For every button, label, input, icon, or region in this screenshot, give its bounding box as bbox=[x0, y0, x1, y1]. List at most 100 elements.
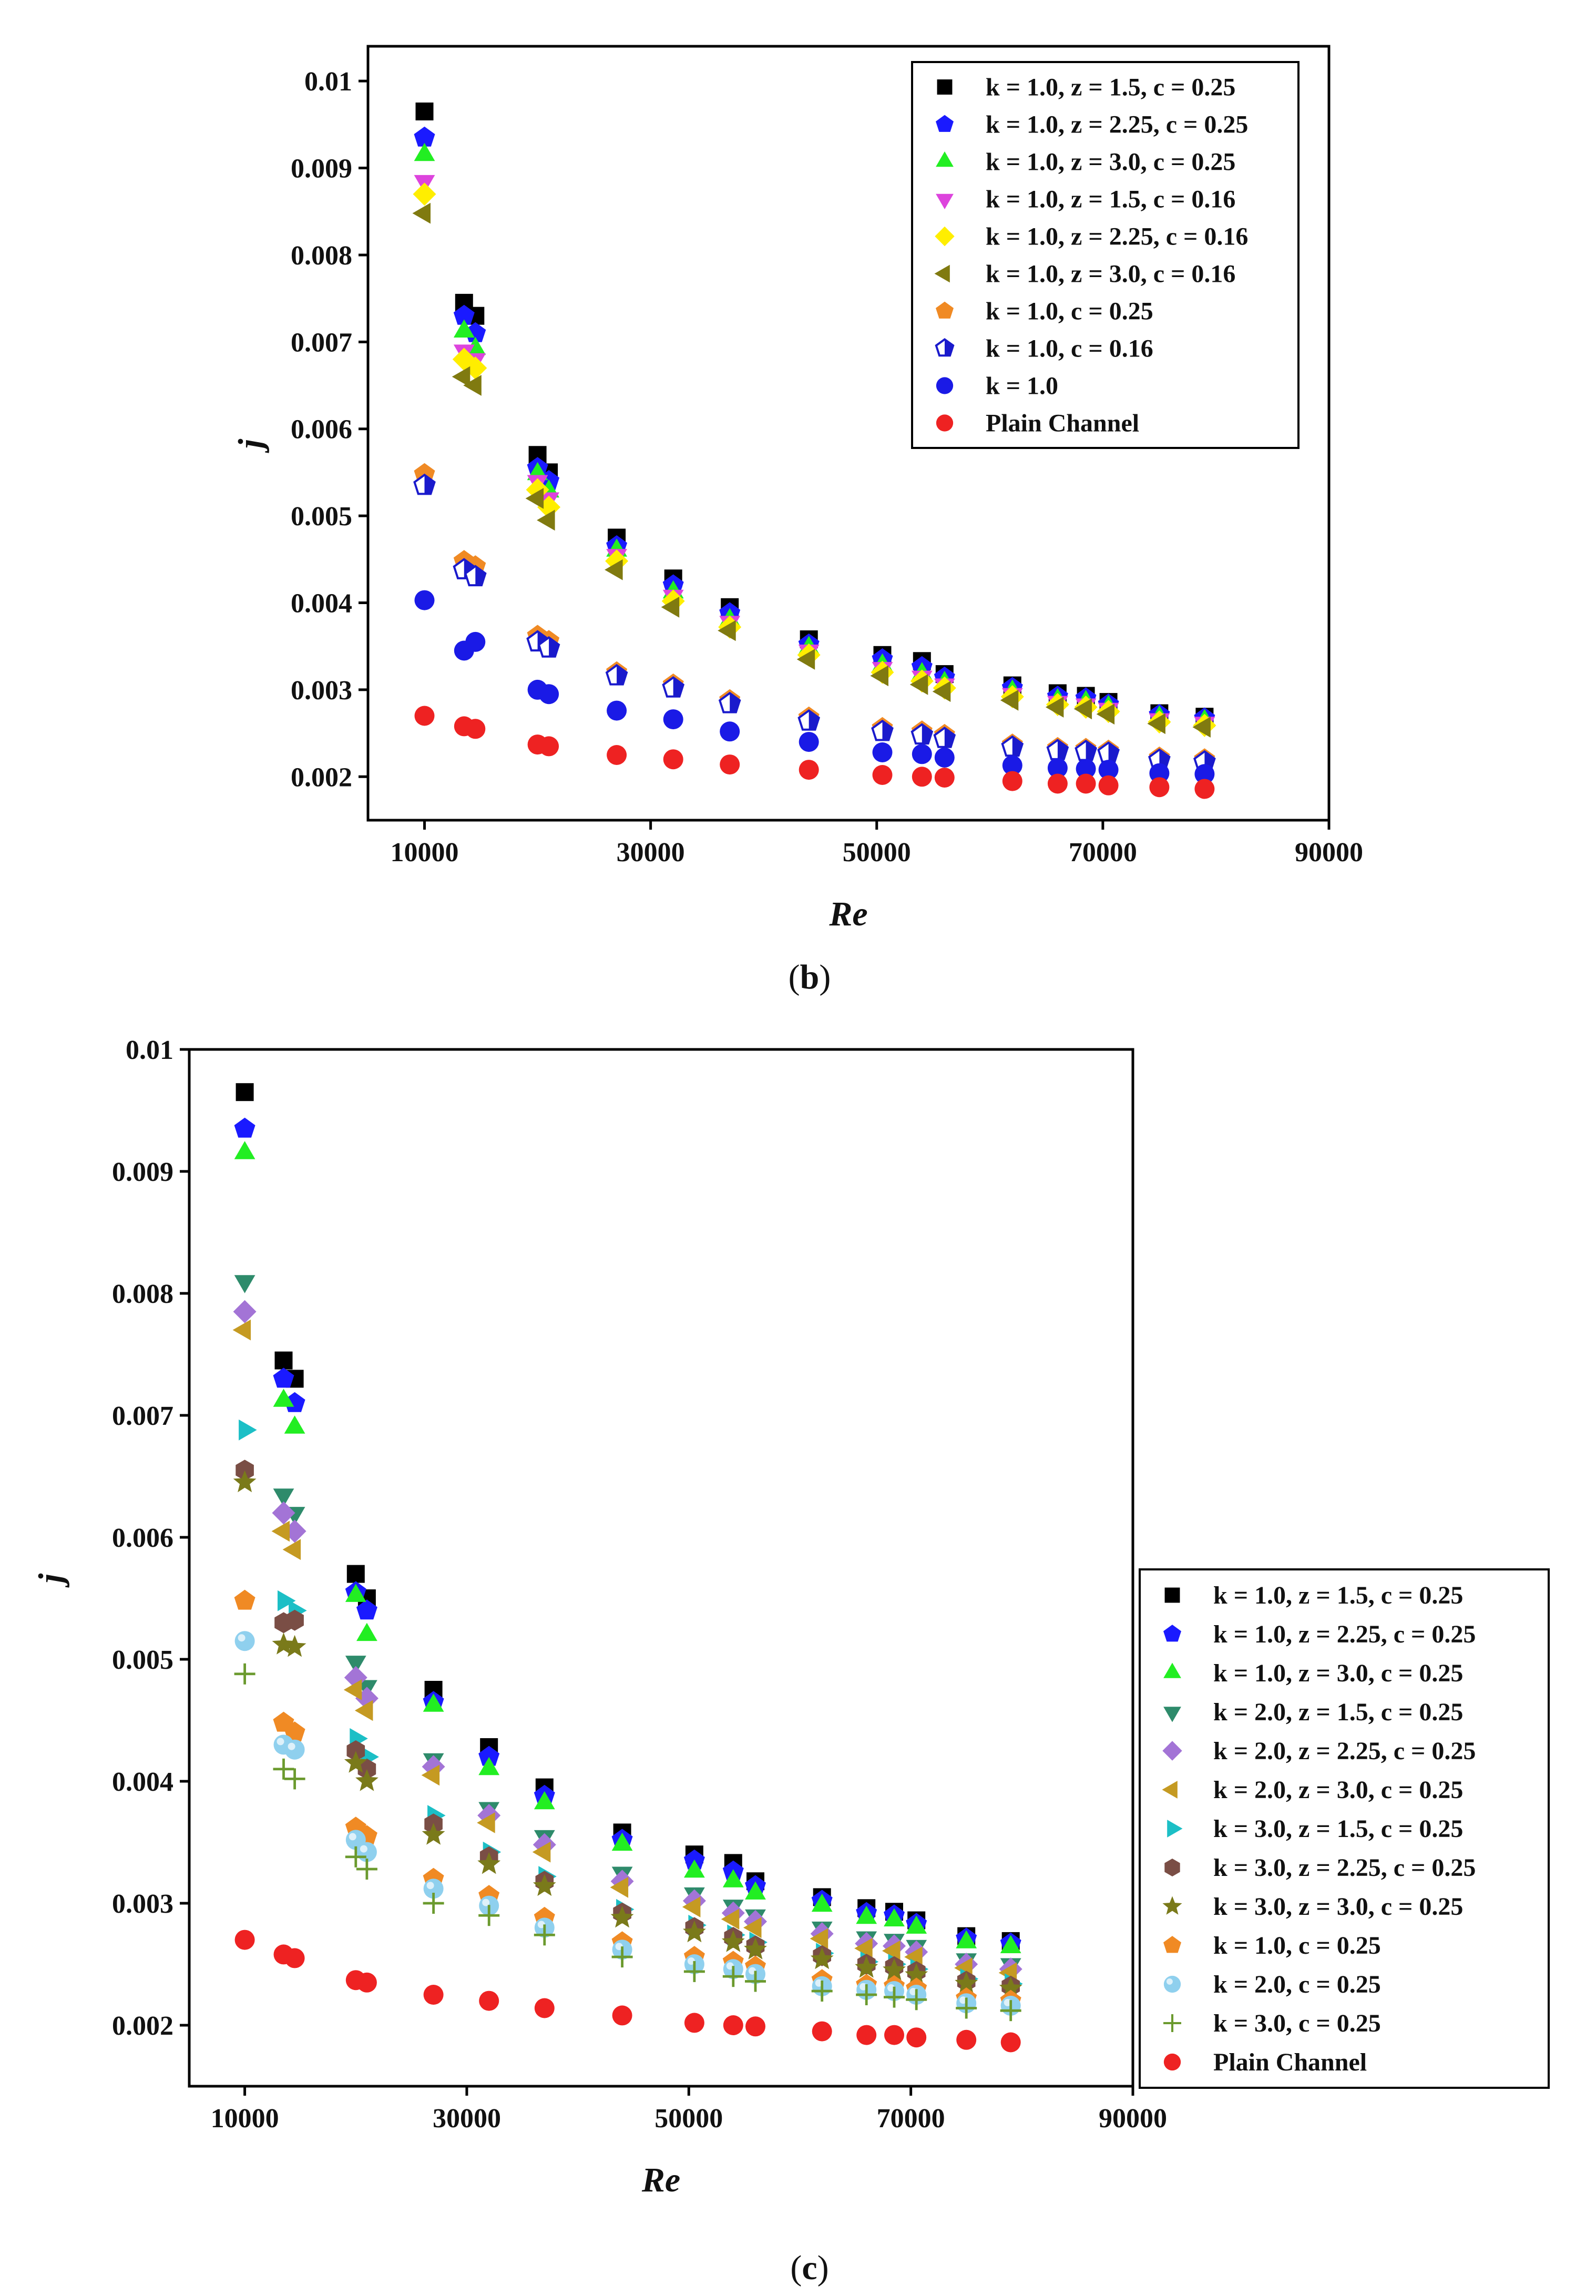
data-point bbox=[537, 509, 555, 531]
y-tick-label: 0.008 bbox=[112, 1279, 173, 1309]
data-point bbox=[872, 742, 893, 762]
data-point bbox=[463, 375, 482, 396]
data-point bbox=[870, 665, 888, 687]
data-point bbox=[1147, 713, 1165, 734]
data-point bbox=[1194, 779, 1215, 799]
data-point bbox=[912, 767, 932, 787]
caption-b: (b) bbox=[789, 958, 831, 996]
data-point bbox=[661, 596, 680, 618]
data-point bbox=[797, 709, 821, 731]
x-tick-label: 10000 bbox=[211, 2104, 279, 2134]
data-point bbox=[355, 1769, 378, 1791]
data-point bbox=[1076, 773, 1096, 794]
data-point bbox=[1000, 1935, 1021, 1953]
data-point bbox=[233, 1300, 257, 1323]
data-point bbox=[534, 1791, 555, 1810]
x-tick-label: 10000 bbox=[391, 838, 459, 868]
data-point bbox=[465, 631, 486, 652]
data-point bbox=[663, 749, 683, 770]
data-point bbox=[236, 1460, 254, 1481]
data-point bbox=[956, 2029, 977, 2050]
data-point bbox=[356, 1972, 377, 1993]
data-point bbox=[1096, 703, 1115, 725]
legend-label: k = 3.0, z = 2.25, c = 0.25 bbox=[1213, 1854, 1476, 1882]
data-point bbox=[663, 709, 683, 730]
data-point bbox=[412, 202, 431, 224]
data-point bbox=[1194, 764, 1215, 784]
data-point bbox=[607, 700, 627, 721]
data-point bbox=[272, 1501, 295, 1525]
data-point bbox=[1002, 755, 1022, 775]
data-point bbox=[905, 1963, 928, 1985]
data-point bbox=[478, 1746, 500, 1766]
data-point bbox=[871, 719, 894, 741]
data-points bbox=[412, 103, 1216, 799]
data-point bbox=[232, 1319, 251, 1341]
legend-label: k = 2.0, z = 3.0, c = 0.25 bbox=[1213, 1776, 1463, 1804]
chart-panel-c: 10000 30000 50000 70000 90000 0.002 0.003 0.004… bbox=[32, 1035, 1550, 2199]
x-tick-label: 90000 bbox=[1099, 2104, 1167, 2134]
legend-marker bbox=[937, 79, 953, 95]
data-point bbox=[932, 681, 951, 702]
legend-label: k = 3.0, c = 0.25 bbox=[1213, 2009, 1381, 2037]
data-point bbox=[745, 1881, 766, 1900]
legend-label: k = 1.0, z = 1.5, c = 0.16 bbox=[986, 186, 1235, 213]
data-point bbox=[1047, 773, 1068, 794]
data-point bbox=[796, 649, 815, 670]
legend-label: k = 1.0 bbox=[986, 372, 1058, 400]
data-point bbox=[273, 1488, 294, 1507]
data-point bbox=[1075, 739, 1097, 761]
data-point bbox=[539, 684, 559, 705]
x-tick-label: 70000 bbox=[1069, 838, 1137, 868]
data-point bbox=[1098, 760, 1119, 780]
data-point bbox=[812, 2021, 832, 2042]
data-point bbox=[354, 1700, 373, 1721]
y-tick-label: 0.002 bbox=[291, 762, 352, 792]
data-point bbox=[610, 1905, 634, 1928]
data-point bbox=[910, 723, 934, 745]
data-point bbox=[811, 1981, 833, 2002]
legend-marker bbox=[936, 414, 954, 432]
x-tick-label: 30000 bbox=[433, 2104, 501, 2134]
data-point bbox=[684, 2013, 704, 2033]
legend-marker bbox=[935, 338, 955, 357]
caption-c: (c) bbox=[790, 2249, 828, 2287]
legend-marker bbox=[936, 115, 954, 132]
data-point bbox=[1192, 717, 1211, 738]
data-point bbox=[1000, 689, 1019, 711]
data-point bbox=[999, 1976, 1022, 1998]
data-point bbox=[477, 1812, 495, 1833]
plot-frame bbox=[366, 45, 1331, 822]
data-point bbox=[273, 1758, 294, 1780]
legend-label: k = 2.0, z = 1.5, c = 0.25 bbox=[1213, 1698, 1463, 1726]
data-point bbox=[452, 366, 470, 387]
data-point bbox=[414, 590, 435, 610]
data-point bbox=[234, 1589, 255, 1610]
data-point bbox=[278, 1590, 296, 1611]
legend-label: k = 1.0, z = 3.0, c = 0.16 bbox=[986, 260, 1235, 288]
data-point bbox=[856, 1905, 877, 1924]
data-point bbox=[234, 1631, 255, 1651]
data-point bbox=[282, 1539, 301, 1560]
data-point bbox=[884, 2025, 904, 2045]
data-point bbox=[906, 2027, 927, 2048]
data-point bbox=[855, 1956, 878, 1978]
data-point bbox=[1000, 2000, 1021, 2022]
data-point bbox=[233, 1470, 257, 1493]
data-point bbox=[413, 473, 436, 495]
data-point bbox=[683, 1961, 705, 1982]
data-point bbox=[525, 488, 544, 509]
legend-marker bbox=[1163, 1625, 1181, 1642]
x-tick-label: 30000 bbox=[617, 838, 685, 868]
legend-box bbox=[911, 61, 1300, 449]
data-point bbox=[356, 1859, 377, 1880]
y-tick-label: 0.004 bbox=[291, 589, 352, 619]
data-point bbox=[464, 565, 487, 587]
data-point bbox=[1047, 758, 1068, 778]
y-tick-label: 0.007 bbox=[291, 328, 352, 358]
data-point bbox=[912, 744, 932, 764]
data-point bbox=[723, 2015, 743, 2035]
data-point bbox=[682, 1896, 701, 1917]
data-point bbox=[884, 1986, 905, 2008]
y-tick-label: 0.009 bbox=[291, 154, 352, 184]
